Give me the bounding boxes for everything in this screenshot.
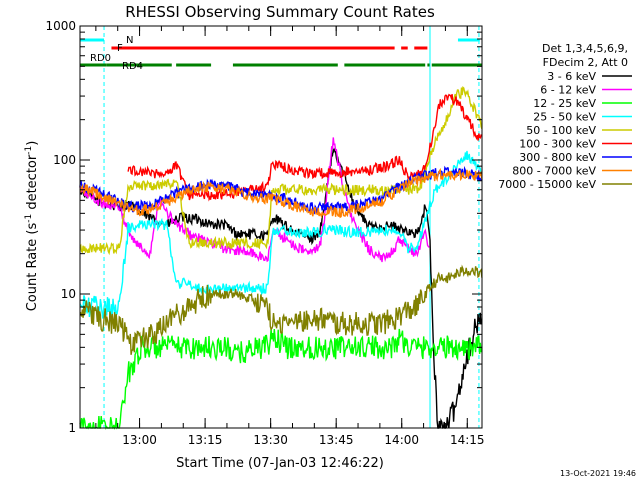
plot-frame bbox=[79, 25, 483, 429]
annotation-n: N bbox=[126, 35, 133, 46]
annotation-rd0: RD0 bbox=[90, 53, 111, 64]
series-line-6 bbox=[79, 165, 483, 215]
y-tick-label-1: 10 bbox=[61, 287, 76, 301]
legend-label-3: 25 - 50 keV bbox=[533, 111, 596, 124]
series-line-7 bbox=[79, 167, 483, 219]
y-axis-label-mid: detector bbox=[25, 154, 40, 214]
y-tick-label-2: 100 bbox=[53, 153, 76, 167]
x-axis-label: Start Time (07-Jan-03 12:46:22) bbox=[176, 456, 384, 471]
legend-label-8: 7000 - 15000 keV bbox=[498, 178, 596, 191]
series-line-5 bbox=[127, 93, 482, 202]
x-tick-label-2: 13:30 bbox=[253, 433, 288, 447]
series-line-3 bbox=[79, 150, 483, 319]
y-tick-label-0: 1 bbox=[68, 421, 76, 435]
series-line-1 bbox=[79, 137, 430, 263]
y-axis-label-end: ) bbox=[25, 141, 40, 146]
y-axis-label-main: Count Rate (s bbox=[25, 223, 40, 312]
y-tick-label-3: 1000 bbox=[45, 19, 76, 33]
legend-label-0: 3 - 6 keV bbox=[547, 70, 596, 83]
legend-label-4: 50 - 100 keV bbox=[526, 124, 596, 137]
legend-header-line-2: FDecim 2, Att 0 bbox=[543, 56, 628, 69]
legend-label-6: 300 - 800 keV bbox=[519, 151, 596, 164]
chart-title: RHESSI Observing Summary Count Rates bbox=[125, 3, 435, 21]
annotation-rd4: RD4 bbox=[122, 61, 143, 72]
legend-header-line-1: Det 1,3,4,5,6,9, bbox=[542, 42, 628, 55]
x-tick-label-1: 13:15 bbox=[188, 433, 223, 447]
y-axis-label: Count Rate (s-1 detector-1) bbox=[24, 141, 40, 312]
legend-label-5: 100 - 300 keV bbox=[519, 138, 596, 151]
legend-label-7: 800 - 7000 keV bbox=[512, 165, 596, 178]
x-tick-label-0: 13:00 bbox=[122, 433, 157, 447]
y-axis-label-sup1: -1 bbox=[24, 214, 34, 223]
series-line-4 bbox=[79, 85, 483, 256]
x-tick-label-4: 14:00 bbox=[384, 433, 419, 447]
legend-label-1: 6 - 12 keV bbox=[540, 84, 596, 97]
x-tick-label-3: 13:45 bbox=[319, 433, 354, 447]
annotation-f: F bbox=[117, 43, 123, 54]
x-tick-label-5: 14:15 bbox=[450, 433, 485, 447]
series-line-2 bbox=[79, 328, 483, 431]
legend-label-2: 12 - 25 keV bbox=[533, 97, 596, 110]
y-axis-label-sup2: -1 bbox=[24, 146, 34, 155]
series-line-0 bbox=[79, 146, 483, 429]
series-line-8 bbox=[79, 264, 483, 355]
footer-timestamp: 13-Oct-2021 19:46 bbox=[560, 469, 636, 478]
plot-area: FN RD0 RD4 1 10 100 1000 13:00 13:15 13:30 13:45 14… bbox=[45, 19, 484, 447]
